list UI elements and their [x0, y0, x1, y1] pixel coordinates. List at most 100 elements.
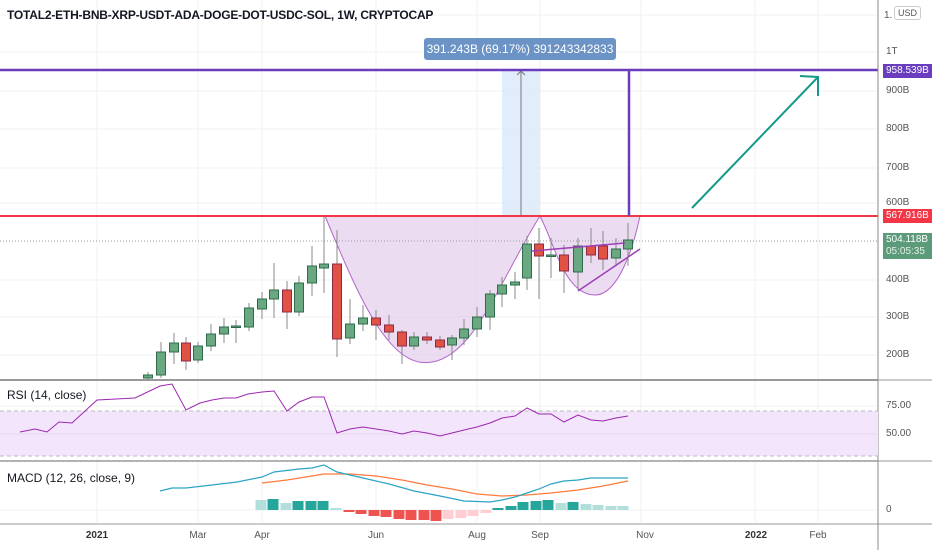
candle [384, 315, 394, 340]
macd-bar [393, 510, 405, 519]
macd-signal-line [261, 473, 629, 497]
candle [332, 230, 342, 357]
chart-title: TOTAL2-ETH-BNB-XRP-USDT-ADA-DOGE-DOT-USD… [7, 8, 434, 22]
handle-bottom-trendline[interactable] [577, 248, 641, 292]
candle [219, 318, 229, 343]
candle [510, 272, 520, 299]
target-price-tag: 958.539B [883, 64, 932, 78]
candle [459, 319, 469, 345]
resistance-price-tag: 567.916B [883, 209, 932, 223]
handle-top-trendline[interactable] [531, 242, 626, 252]
macd-bar [255, 500, 267, 510]
macd-bar [405, 510, 417, 520]
time-axis-label: Aug [468, 530, 486, 541]
candle [345, 299, 355, 344]
rsi-tick-50: 50.00 [886, 428, 912, 439]
time-axis-label: Feb [809, 530, 827, 541]
candle [307, 246, 317, 296]
time-axis-label: Sep [531, 530, 549, 541]
candle [497, 277, 507, 307]
candle [269, 263, 279, 318]
macd-bar [368, 510, 380, 516]
price-tick: 1T [886, 46, 898, 57]
candle [257, 292, 267, 319]
candle [143, 372, 153, 379]
macd-bar [292, 501, 304, 510]
candle [294, 276, 304, 316]
time-axis-label: 2021 [85, 530, 109, 541]
bar-countdown: 05:05:35 [886, 246, 925, 257]
macd-bar [343, 510, 355, 512]
candle [409, 332, 419, 350]
macd-bar [580, 504, 592, 510]
macd-bar [430, 510, 442, 521]
macd-bar [418, 510, 430, 520]
time-axis-label: Mar [189, 530, 207, 541]
cup-pattern[interactable] [324, 215, 541, 364]
price-tick: 900B [886, 85, 910, 96]
price-tick: 200B [886, 349, 910, 360]
candle [244, 303, 254, 331]
last-price-value: 504.118B [886, 234, 929, 245]
macd-label[interactable]: MACD (12, 26, close, 9) [7, 471, 136, 485]
rsi-tick-75: 75.00 [886, 400, 912, 411]
macd-bar [330, 508, 342, 510]
macd-bar [617, 506, 629, 510]
candle [371, 310, 381, 340]
currency-button[interactable]: USD [894, 6, 922, 20]
time-axis-label: Apr [254, 530, 270, 541]
candle [156, 342, 166, 378]
macd-bar [305, 501, 317, 510]
candle [193, 342, 203, 363]
macd-bar [467, 510, 479, 516]
macd-bar [380, 510, 392, 517]
candle [282, 281, 292, 329]
candle [169, 333, 179, 364]
time-axis-label: Nov [636, 530, 654, 541]
candle [472, 307, 482, 337]
upward-arrow-icon[interactable] [691, 75, 819, 209]
macd-histogram [255, 499, 629, 521]
macd-bar [455, 510, 467, 518]
time-axis-label: 2022 [744, 530, 768, 541]
rsi-line [19, 383, 629, 437]
candle [485, 290, 495, 330]
macd-bar [517, 502, 529, 510]
candle [598, 231, 608, 270]
macd-bar [542, 500, 554, 510]
macd-bar [280, 503, 292, 510]
macd-bar [480, 510, 492, 513]
price-tick: 800B [886, 123, 910, 134]
candle [546, 238, 556, 278]
price-tick: 300B [886, 311, 910, 322]
candle [181, 337, 191, 370]
last-price-tag: 504.118B 05:05:35 [883, 233, 932, 259]
rsi-label[interactable]: RSI (14, close) [7, 388, 87, 402]
macd-bar [592, 505, 604, 510]
price-tick: 600B [886, 197, 910, 208]
candle [319, 216, 329, 293]
macd-line [159, 464, 628, 503]
candle [231, 320, 241, 343]
time-axis-label: Jun [367, 530, 385, 541]
macd-bar [567, 502, 579, 510]
candle [611, 238, 621, 266]
measure-label: 391.243B (69.17%) 391243342833 [424, 38, 616, 60]
candle [358, 305, 368, 331]
candle [522, 236, 532, 290]
macd-bar [267, 499, 279, 510]
macd-bar [317, 501, 329, 510]
candle [559, 245, 569, 293]
candle [534, 228, 544, 299]
candle [397, 330, 407, 364]
candle [447, 335, 457, 360]
macd-bar [605, 506, 617, 510]
macd-tick-0: 0 [886, 504, 892, 515]
macd-bar [505, 506, 517, 510]
price-tick: 700B [886, 162, 910, 173]
candle [435, 336, 445, 350]
macd-bar [530, 501, 542, 510]
macd-bar [492, 508, 504, 510]
candle [422, 332, 432, 344]
